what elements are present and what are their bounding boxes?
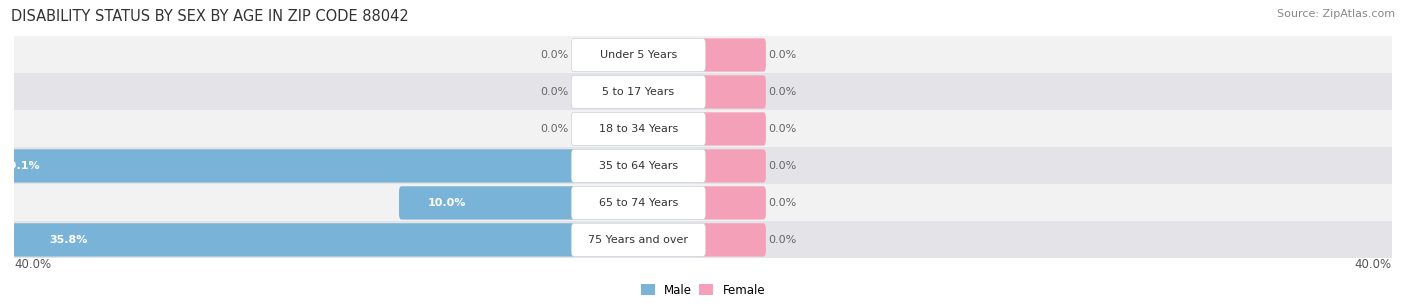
Bar xyxy=(14,74,1392,110)
FancyBboxPatch shape xyxy=(700,75,766,109)
Text: 0.0%: 0.0% xyxy=(769,235,797,245)
FancyBboxPatch shape xyxy=(571,38,706,72)
Text: 18 to 34 Years: 18 to 34 Years xyxy=(599,124,678,134)
FancyBboxPatch shape xyxy=(571,186,706,219)
FancyBboxPatch shape xyxy=(700,112,766,146)
Bar xyxy=(14,221,1392,258)
FancyBboxPatch shape xyxy=(571,112,706,146)
FancyBboxPatch shape xyxy=(0,149,706,183)
Text: 0.0%: 0.0% xyxy=(769,161,797,171)
Text: Source: ZipAtlas.com: Source: ZipAtlas.com xyxy=(1277,9,1395,19)
Legend: Male, Female: Male, Female xyxy=(636,279,770,301)
Text: 0.0%: 0.0% xyxy=(540,50,568,60)
Text: 0.0%: 0.0% xyxy=(540,87,568,97)
Text: DISABILITY STATUS BY SEX BY AGE IN ZIP CODE 88042: DISABILITY STATUS BY SEX BY AGE IN ZIP C… xyxy=(11,9,409,24)
Text: 10.0%: 10.0% xyxy=(427,198,465,208)
Text: 35.8%: 35.8% xyxy=(49,235,89,245)
FancyBboxPatch shape xyxy=(571,223,706,257)
Bar xyxy=(14,110,1392,147)
Bar xyxy=(14,185,1392,221)
Text: 65 to 74 Years: 65 to 74 Years xyxy=(599,198,678,208)
Text: 0.0%: 0.0% xyxy=(769,50,797,60)
FancyBboxPatch shape xyxy=(700,149,766,183)
Text: 40.0%: 40.0% xyxy=(1355,258,1392,271)
FancyBboxPatch shape xyxy=(0,223,706,257)
FancyBboxPatch shape xyxy=(700,223,766,257)
FancyBboxPatch shape xyxy=(571,38,706,72)
Text: Under 5 Years: Under 5 Years xyxy=(600,50,678,60)
Text: 0.0%: 0.0% xyxy=(540,124,568,134)
Text: 39.1%: 39.1% xyxy=(1,161,39,171)
Text: 75 Years and over: 75 Years and over xyxy=(589,235,689,245)
Bar xyxy=(14,147,1392,185)
FancyBboxPatch shape xyxy=(571,149,706,183)
FancyBboxPatch shape xyxy=(571,75,706,109)
Text: 0.0%: 0.0% xyxy=(769,198,797,208)
Text: 40.0%: 40.0% xyxy=(14,258,51,271)
Text: 5 to 17 Years: 5 to 17 Years xyxy=(602,87,675,97)
FancyBboxPatch shape xyxy=(399,186,706,219)
Bar xyxy=(14,36,1392,74)
FancyBboxPatch shape xyxy=(571,112,706,146)
FancyBboxPatch shape xyxy=(700,186,766,219)
Text: 35 to 64 Years: 35 to 64 Years xyxy=(599,161,678,171)
Text: 0.0%: 0.0% xyxy=(769,87,797,97)
FancyBboxPatch shape xyxy=(700,38,766,72)
FancyBboxPatch shape xyxy=(571,75,706,109)
Text: 0.0%: 0.0% xyxy=(769,124,797,134)
